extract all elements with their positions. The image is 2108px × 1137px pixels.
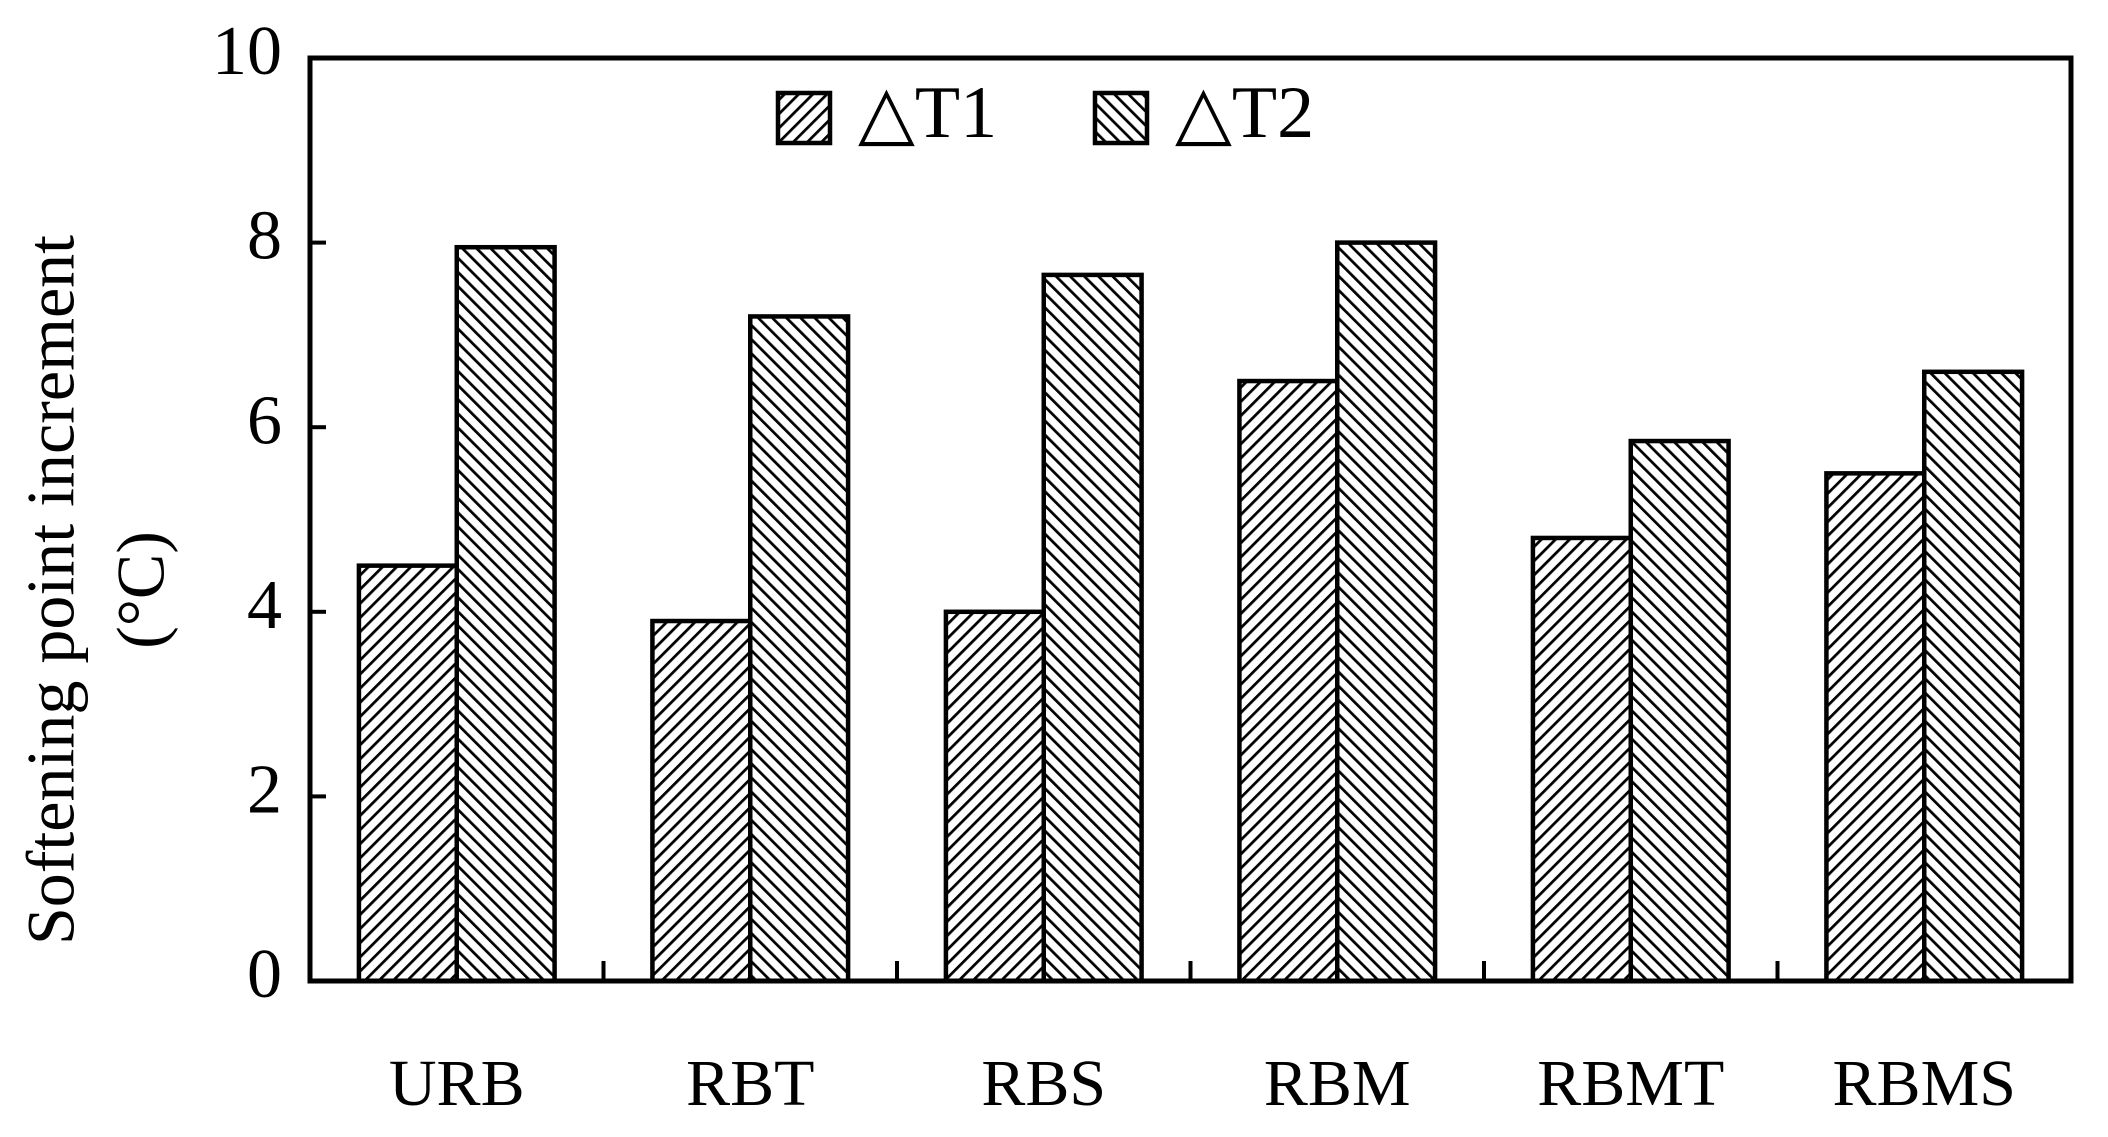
x-tick-label: URB bbox=[389, 1047, 525, 1120]
legend-swatch bbox=[775, 90, 833, 146]
bar bbox=[748, 314, 851, 984]
x-tick-label: RBMT bbox=[1537, 1047, 1724, 1120]
legend-swatch bbox=[1092, 90, 1150, 146]
bar bbox=[454, 244, 557, 984]
y-tick-label: 10 bbox=[212, 13, 282, 90]
y-tick-label: 0 bbox=[247, 936, 282, 1013]
y-axis-label: (°C) bbox=[103, 531, 179, 649]
x-tick-label: RBS bbox=[981, 1047, 1106, 1120]
x-tick-label: RBM bbox=[1264, 1047, 1411, 1120]
y-tick-label: 6 bbox=[247, 382, 282, 459]
y-tick-label: 4 bbox=[247, 567, 282, 644]
bar bbox=[1237, 378, 1340, 984]
bar bbox=[650, 618, 753, 984]
bar bbox=[1335, 240, 1438, 984]
legend-label: △T1 bbox=[858, 72, 997, 154]
y-tick-label: 2 bbox=[247, 751, 282, 828]
bar bbox=[1824, 471, 1927, 984]
legend-label: △T2 bbox=[1175, 72, 1314, 154]
bar bbox=[1041, 272, 1144, 984]
x-tick-label: RBMS bbox=[1833, 1047, 2016, 1120]
bar bbox=[356, 563, 459, 984]
plot-frame bbox=[307, 55, 2074, 984]
x-tick-label: RBT bbox=[686, 1047, 814, 1120]
bar bbox=[1922, 369, 2025, 984]
y-axis-label: Softening point increment bbox=[13, 235, 89, 945]
bar bbox=[1530, 535, 1633, 984]
bar bbox=[943, 609, 1047, 984]
y-tick-label: 8 bbox=[247, 198, 282, 275]
bar bbox=[1628, 438, 1731, 984]
